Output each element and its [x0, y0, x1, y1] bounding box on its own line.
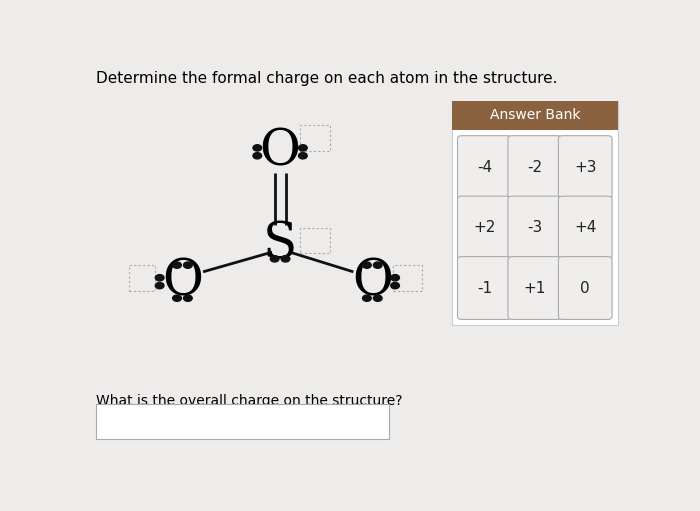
Text: -2: -2 [527, 159, 542, 175]
Circle shape [363, 262, 371, 268]
Circle shape [155, 283, 164, 289]
FancyBboxPatch shape [452, 101, 617, 325]
Text: O: O [352, 257, 393, 307]
Circle shape [253, 145, 262, 151]
FancyBboxPatch shape [559, 136, 612, 198]
Circle shape [253, 153, 262, 159]
FancyBboxPatch shape [508, 196, 561, 259]
Text: +4: +4 [574, 220, 596, 235]
Circle shape [173, 295, 181, 301]
Circle shape [270, 256, 279, 262]
FancyBboxPatch shape [559, 257, 612, 319]
Circle shape [391, 274, 400, 281]
Text: +3: +3 [574, 159, 596, 175]
Circle shape [183, 295, 192, 301]
Circle shape [281, 256, 290, 262]
Text: 0: 0 [580, 281, 590, 295]
Text: Determine the formal charge on each atom in the structure.: Determine the formal charge on each atom… [96, 71, 557, 86]
FancyBboxPatch shape [96, 404, 388, 439]
Text: Answer Bank: Answer Bank [489, 108, 580, 123]
Circle shape [363, 295, 371, 301]
Text: -1: -1 [477, 281, 492, 295]
FancyBboxPatch shape [508, 136, 561, 198]
FancyBboxPatch shape [452, 101, 617, 130]
FancyBboxPatch shape [458, 136, 511, 198]
Text: S: S [263, 220, 298, 269]
Circle shape [373, 295, 382, 301]
Text: What is the overall charge on the structure?: What is the overall charge on the struct… [96, 394, 402, 408]
Text: -4: -4 [477, 159, 492, 175]
Text: +2: +2 [473, 220, 496, 235]
Circle shape [391, 283, 400, 289]
Circle shape [373, 262, 382, 268]
Text: +1: +1 [524, 281, 546, 295]
Circle shape [298, 145, 307, 151]
FancyBboxPatch shape [508, 257, 561, 319]
Circle shape [183, 262, 192, 268]
FancyBboxPatch shape [458, 196, 511, 259]
Text: -3: -3 [527, 220, 542, 235]
FancyBboxPatch shape [458, 257, 511, 319]
Circle shape [173, 262, 181, 268]
Text: O: O [162, 257, 203, 307]
Circle shape [155, 274, 164, 281]
Text: O: O [260, 127, 300, 176]
FancyBboxPatch shape [559, 196, 612, 259]
Circle shape [298, 153, 307, 159]
